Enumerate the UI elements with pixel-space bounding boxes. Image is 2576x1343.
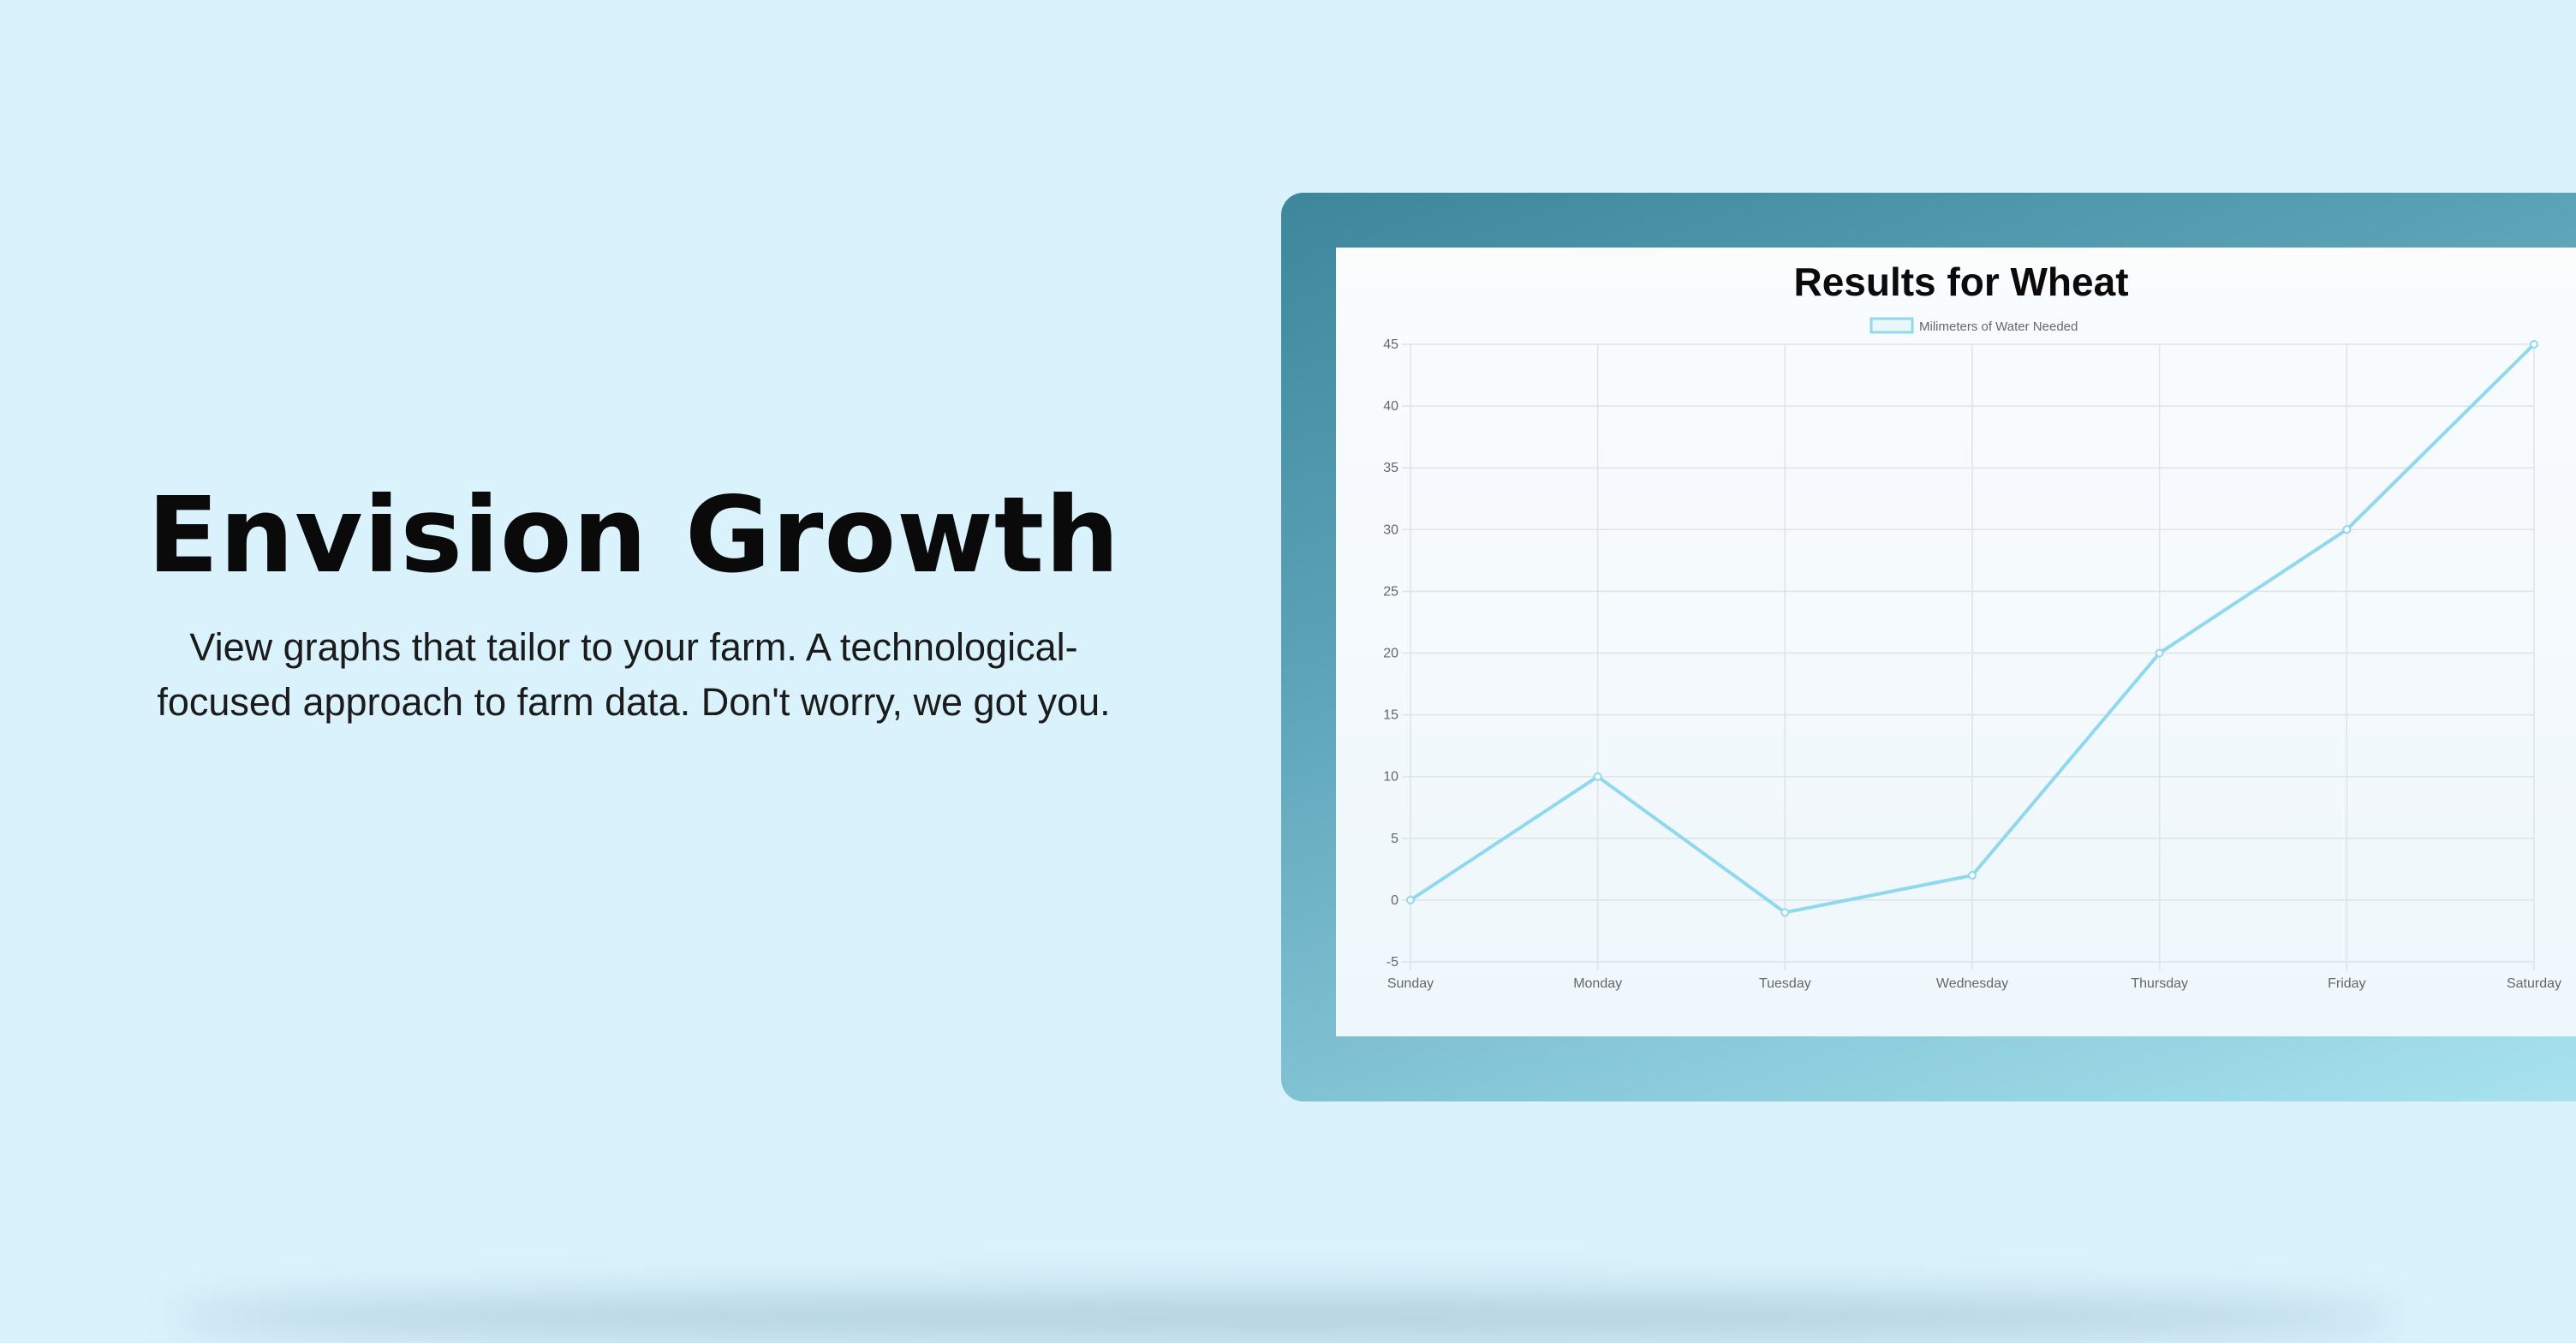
x-tick-label: Tuesday [1759,976,1811,991]
y-tick-label: 40 [1383,399,1398,414]
legend-label: Milimeters of Water Needed [1919,319,2078,334]
x-tick-label: Thursday [2131,976,2188,991]
x-tick-label: Saturday [2507,976,2561,991]
y-tick-label: -5 [1386,955,1398,970]
bottom-section-shadow [171,1292,2398,1343]
data-point [1593,772,1602,781]
data-point [2155,648,2164,658]
x-tick-label: Monday [1573,976,1622,991]
y-tick-label: 15 [1383,708,1398,723]
hero-subtitle: View graphs that tailor to your farm. A … [157,624,1111,724]
y-tick-label: 45 [1383,337,1398,352]
x-tick-label: Wednesday [1936,976,2008,991]
data-point [1968,871,1977,880]
y-tick-label: 25 [1383,584,1398,599]
data-point [1780,908,1790,917]
x-tick-label: Friday [2328,976,2365,991]
y-tick-label: 30 [1383,522,1398,537]
line-chart: Results for Wheat Milimeters of Water Nee… [1383,260,2561,991]
data-point [2530,340,2538,349]
chart-panel: Results for Wheat Milimeters of Water Nee… [1336,248,2576,1036]
x-tick-label: Sunday [1387,976,1434,991]
y-tick-label: 10 [1383,770,1398,785]
chart-title: Results for Wheat [1793,260,2128,304]
hero-title: Envision Growth [146,475,1121,596]
y-tick-label: 0 [1391,893,1398,908]
y-tick-label: 35 [1383,461,1398,475]
y-tick-label: 20 [1383,647,1398,661]
data-point [1406,895,1415,904]
legend-swatch [1869,317,1914,334]
data-point [2342,525,2352,534]
y-tick-label: 5 [1391,832,1398,846]
hero-section: Envision Growth View graphs that tailor … [120,475,1148,730]
